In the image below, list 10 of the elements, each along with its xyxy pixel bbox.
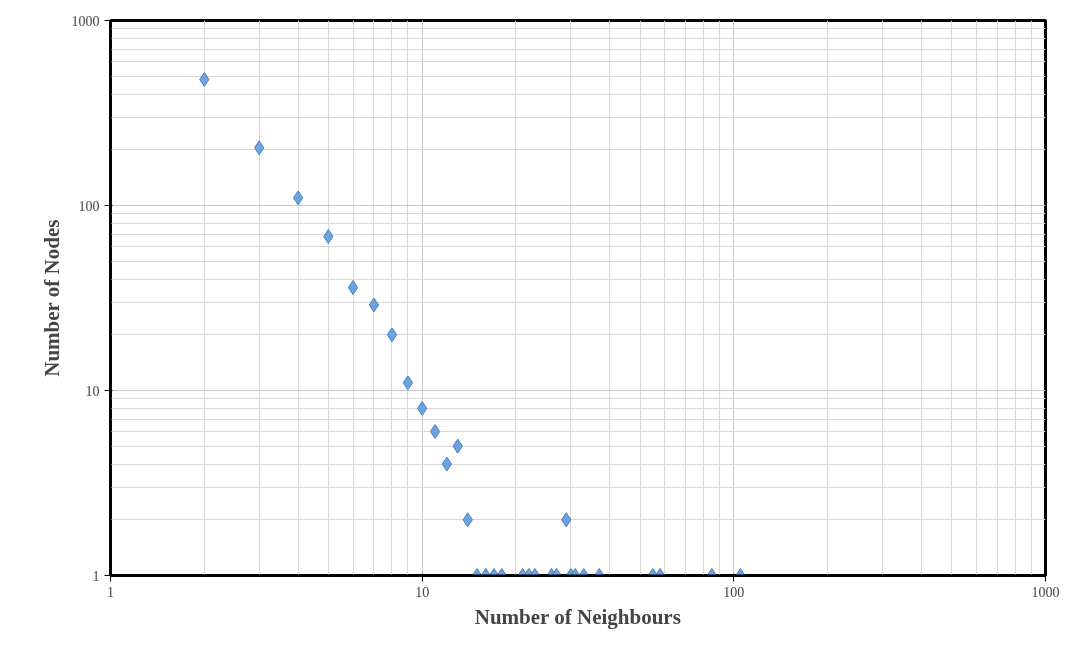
y-tick-label: 1 bbox=[92, 568, 100, 584]
y-tick-label: 10 bbox=[85, 383, 100, 399]
x-tick-label: 1 bbox=[107, 584, 114, 600]
x-tick-label: 1000 bbox=[1031, 584, 1060, 600]
x-axis-title: Number of Neighbours bbox=[474, 604, 681, 629]
y-tick-label: 100 bbox=[78, 198, 100, 214]
x-tick-label: 100 bbox=[723, 584, 745, 600]
y-axis-title: Number of Nodes bbox=[39, 219, 64, 377]
y-tick-label: 1000 bbox=[71, 13, 100, 29]
x-tick-label: 10 bbox=[415, 584, 430, 600]
